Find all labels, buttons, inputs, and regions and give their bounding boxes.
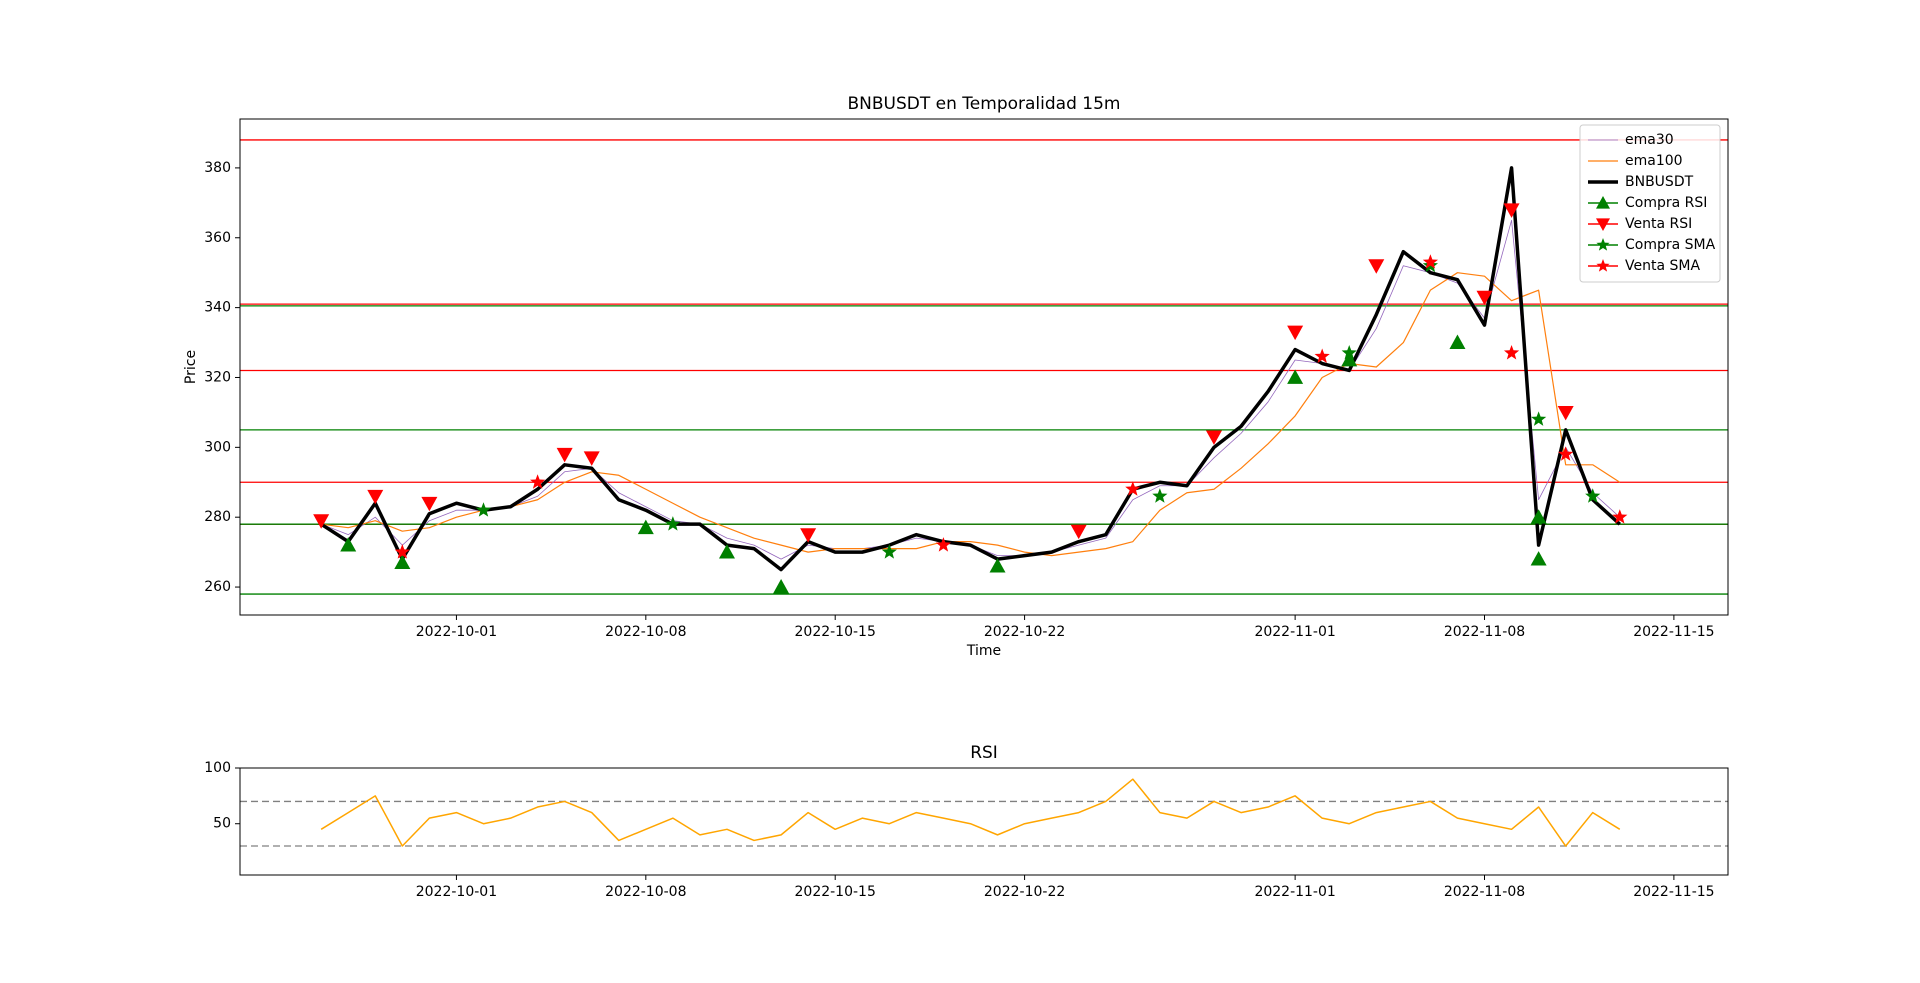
x-tick-label: 2022-11-01 (1254, 884, 1335, 900)
legend-label: Venta RSI (1625, 216, 1692, 232)
y-axis-label: Price (183, 350, 199, 384)
signal-marker (1341, 345, 1357, 360)
x-tick-label: 2022-10-15 (795, 884, 876, 900)
x-tick-label: 2022-10-15 (795, 624, 876, 640)
x-tick-label: 2022-11-01 (1254, 624, 1335, 640)
signal-marker (637, 519, 654, 535)
legend-marker (1596, 196, 1610, 209)
signal-marker (1314, 348, 1330, 363)
signal-marker (1531, 411, 1547, 426)
legend-marker (1596, 259, 1610, 272)
signal-marker (1612, 509, 1628, 524)
series-line (320, 778, 1621, 847)
y-tick-label: 300 (204, 439, 231, 455)
y-tick-label: 260 (204, 579, 231, 595)
signal-marker (340, 537, 357, 552)
signal-marker (1503, 345, 1520, 360)
y-tick-label: 340 (204, 300, 231, 316)
signal-marker (1152, 488, 1168, 503)
signal-marker (556, 447, 573, 463)
x-tick-label: 2022-10-01 (416, 624, 497, 640)
x-tick-label: 2022-11-15 (1633, 624, 1714, 640)
plot-area (240, 139, 1728, 595)
signal-marker (718, 544, 735, 559)
signal-marker (1557, 406, 1574, 421)
axes-frame (239, 767, 1729, 876)
y-tick-label: 280 (204, 509, 231, 525)
signal-marker (529, 474, 546, 489)
x-tick-label: 2022-10-08 (605, 624, 686, 640)
signal-marker (394, 544, 410, 559)
legend-label: ema30 (1625, 132, 1674, 148)
x-tick-label: 2022-11-08 (1444, 884, 1525, 900)
signal-marker (1341, 352, 1358, 367)
x-tick-label: 2022-10-22 (984, 884, 1065, 900)
x-tick-label: 2022-11-08 (1444, 624, 1525, 640)
legend-label: Venta SMA (1625, 258, 1700, 274)
chart-title: RSI (970, 743, 998, 763)
signal-marker (1287, 325, 1304, 341)
x-tick-label: 2022-11-15 (1633, 884, 1714, 900)
signal-marker (1476, 290, 1493, 306)
y-tick-label: 360 (204, 230, 231, 246)
signal-marker (881, 544, 897, 559)
legend-marker (1596, 218, 1610, 231)
signal-marker (1585, 488, 1601, 503)
x-tick-label: 2022-10-08 (605, 884, 686, 900)
signal-marker (1503, 203, 1520, 218)
signal-marker (935, 537, 952, 552)
signal-marker (421, 496, 438, 512)
signal-marker (394, 554, 411, 570)
x-axis-label: Time (966, 643, 1001, 659)
series-line (321, 272, 1621, 557)
legend-marker (1596, 238, 1610, 251)
y-tick-label: 50 (213, 816, 231, 832)
signal-marker (773, 579, 790, 594)
signal-marker (1287, 369, 1304, 384)
signal-marker (313, 514, 330, 529)
signal-marker (475, 502, 492, 517)
legend-label: Compra RSI (1625, 195, 1707, 211)
legend-label: ema100 (1625, 153, 1683, 169)
y-tick-label: 320 (204, 369, 231, 385)
signal-marker (1558, 446, 1574, 461)
legend-label: Compra SMA (1625, 237, 1716, 253)
y-tick-label: 100 (204, 760, 231, 776)
signal-marker (800, 528, 817, 543)
signal-marker (1205, 430, 1222, 445)
y-tick-label: 380 (204, 160, 231, 176)
x-tick-label: 2022-10-22 (984, 624, 1065, 640)
signal-marker (1070, 524, 1087, 540)
chart-title: BNBUSDT en Temporalidad 15m (848, 94, 1121, 114)
signal-marker (1530, 509, 1547, 524)
signal-marker (989, 558, 1006, 573)
signal-marker (1422, 254, 1439, 269)
signal-marker (583, 451, 600, 466)
axes-frame (239, 118, 1729, 616)
legend-label: BNBUSDT (1625, 174, 1694, 190)
signal-marker (367, 489, 384, 505)
signal-marker (1125, 481, 1141, 496)
signal-marker (1368, 259, 1385, 274)
legend-box (1579, 124, 1721, 283)
signal-marker (665, 516, 681, 531)
signal-marker (1530, 551, 1547, 566)
plot-area (240, 778, 1728, 847)
series-line (321, 219, 1621, 560)
series-line (320, 166, 1621, 572)
signal-marker (1449, 334, 1466, 349)
x-tick-label: 2022-10-01 (416, 884, 497, 900)
